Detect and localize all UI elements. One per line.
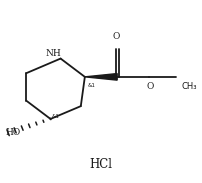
Text: O: O (113, 32, 120, 41)
Polygon shape (85, 74, 117, 80)
Text: &1: &1 (88, 83, 96, 88)
Text: HO: HO (5, 128, 20, 137)
Text: HCl: HCl (89, 158, 113, 171)
Text: NH: NH (46, 48, 61, 58)
Text: &1: &1 (52, 114, 59, 119)
Text: CH₃: CH₃ (182, 81, 197, 91)
Text: O: O (147, 81, 154, 91)
